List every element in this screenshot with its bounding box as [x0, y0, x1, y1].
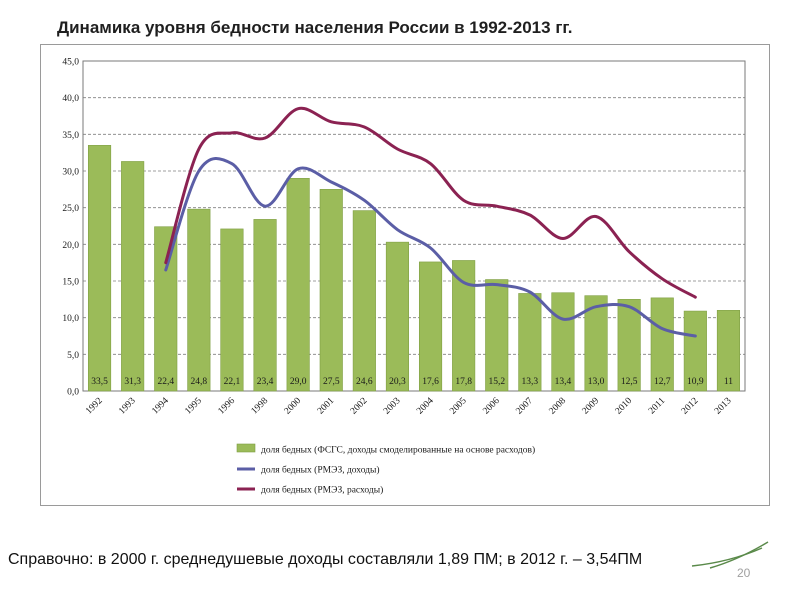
x-tick-label: 2007: [514, 396, 535, 417]
bar-data-label: 31,3: [124, 377, 141, 387]
legend-label: доля бедных (РМЭЗ, расходы): [261, 485, 383, 496]
bar: [650, 297, 674, 392]
x-tick-label: 2000: [283, 396, 304, 417]
x-tick-label: 2013: [713, 396, 734, 417]
y-tick-label: 5,0: [67, 351, 79, 361]
bar-data-label: 13,3: [522, 377, 539, 387]
y-tick-label: 25,0: [62, 204, 79, 214]
chart-title: Динамика уровня бедности населения Росси…: [57, 18, 573, 37]
bar-data-label: 11: [724, 377, 733, 387]
bar: [87, 145, 112, 392]
bar-data-label: 12,5: [621, 377, 638, 387]
x-tick-label: 2001: [316, 396, 337, 417]
page-number: 20: [737, 566, 751, 580]
x-tick-label: 2002: [349, 396, 370, 417]
bar: [683, 310, 707, 392]
bar-data-label: 24,6: [356, 377, 373, 387]
x-tick-label: 2005: [448, 396, 469, 417]
plot-border: [82, 60, 746, 392]
y-tick-label: 10,0: [62, 314, 79, 324]
line-series-rmez-income: [164, 156, 697, 338]
x-tick-label: 1994: [150, 396, 171, 417]
x-tick-label: 1995: [183, 396, 204, 417]
bar-data-label: 22,4: [157, 377, 174, 387]
bar-data-label: 33,5: [91, 377, 108, 387]
x-tick-label: 1992: [84, 396, 105, 417]
bar: [584, 295, 608, 392]
bar: [253, 219, 277, 392]
bar: [352, 210, 376, 392]
x-tick-label: 2012: [680, 396, 701, 417]
bar: [286, 178, 310, 392]
bar-data-label: 12,7: [654, 377, 671, 387]
chart-area: 0,0 5,0 10,0 15,0 20,0 25,0 30,0 35,0 40,0 45,0 33…: [40, 44, 770, 506]
bar-data-label: 17,6: [422, 377, 439, 387]
bar: [121, 161, 145, 392]
bar: [319, 189, 343, 392]
y-tick-label: 30,0: [62, 168, 79, 178]
bar-data-label: 22,1: [224, 377, 241, 387]
legend-swatch-bar: [236, 443, 256, 453]
bar: [716, 310, 741, 392]
bar-data-label: 15,2: [488, 377, 505, 387]
bar-data-label: 17,8: [455, 377, 472, 387]
y-tick-label: 0,0: [67, 388, 79, 398]
legend-label: доля бедных (ФСГС, доходы смоделированны…: [261, 445, 535, 456]
bar-data-label: 24,8: [191, 377, 208, 387]
bar-data-label: 29,0: [290, 377, 307, 387]
y-tick-label: 45,0: [62, 58, 79, 68]
x-tick-label: 1998: [250, 396, 271, 417]
bar-data-label: 10,9: [687, 377, 704, 387]
y-tick-label: 35,0: [62, 131, 79, 141]
y-tick-label: 15,0: [62, 278, 79, 288]
bar: [617, 299, 641, 392]
bar-data-label: 13,4: [555, 377, 572, 387]
bar-data-label: 23,4: [257, 377, 274, 387]
bar: [187, 208, 211, 392]
y-tick-label: 40,0: [62, 94, 79, 104]
reference-note: Справочно: в 2000 г. среднедушевые доход…: [8, 551, 643, 568]
x-tick-label: 1996: [217, 396, 238, 417]
x-tick-label: 2008: [548, 396, 569, 417]
bar-data-label: 13,0: [588, 377, 605, 387]
x-tick-label: 2011: [647, 396, 667, 416]
chart-svg: 0,0 5,0 10,0 15,0 20,0 25,0 30,0 35,0 40,0 45,0 33…: [62, 58, 746, 496]
y-tick-label: 20,0: [62, 241, 79, 251]
x-tick-label: 2003: [382, 396, 403, 417]
corner-decoration-icon: [691, 541, 769, 569]
x-tick-label: 1993: [117, 396, 138, 417]
bar: [485, 279, 509, 392]
bar: [385, 241, 410, 392]
line-series-rmez-expense: [164, 106, 697, 299]
x-tick-label: 2009: [581, 396, 602, 417]
legend-label: доля бедных (РМЭЗ, доходы): [261, 465, 380, 476]
x-tick-label: 2004: [415, 396, 436, 417]
bar: [452, 260, 476, 392]
bar: [220, 228, 244, 392]
bar: [154, 226, 178, 392]
bar-data-label: 20,3: [389, 377, 406, 387]
bar-data-label: 27,5: [323, 377, 340, 387]
bar: [418, 261, 443, 392]
x-tick-label: 2010: [614, 396, 635, 417]
x-tick-label: 2006: [481, 396, 502, 417]
